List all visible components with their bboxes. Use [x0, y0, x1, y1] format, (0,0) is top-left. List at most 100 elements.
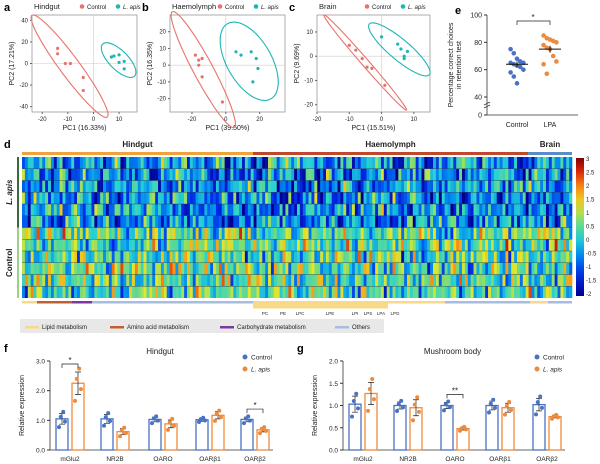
heatmap-cell: [389, 286, 393, 298]
heatmap-cell: [525, 262, 529, 275]
heatmap-cell: [244, 168, 249, 181]
heatmap-cell: [103, 251, 107, 263]
heatmap-cell: [62, 168, 66, 181]
heatmap-cell: [496, 251, 500, 263]
heatmap-cell: [519, 215, 524, 228]
heatmap-cell: [221, 204, 225, 216]
heatmap-cell: [415, 227, 419, 240]
heatmap-cell: [94, 262, 98, 275]
heatmap-cell: [430, 180, 434, 193]
heatmap-cell: [430, 192, 434, 204]
heatmap-cell: [308, 215, 312, 228]
heatmap-cell: [265, 239, 269, 251]
heatmap-cell: [464, 215, 469, 228]
heatmap-cell: [375, 168, 379, 181]
heatmap-cell: [114, 204, 118, 216]
heatmap-cell: [372, 274, 376, 287]
heatmap-cell: [378, 168, 382, 181]
heatmap-cell: [111, 274, 115, 287]
heatmap-cell: [490, 168, 495, 181]
heatmap-cell: [155, 168, 159, 181]
heatmap-cell: [398, 262, 402, 275]
heatmap-cell: [36, 274, 40, 287]
heatmap-cell: [409, 168, 414, 181]
heatmap-cell: [395, 215, 399, 228]
heatmap-cell: [534, 286, 538, 298]
data-point: [399, 398, 404, 403]
heatmap-cell: [285, 168, 289, 181]
heatmap-cell: [493, 251, 498, 263]
heatmap-cell: [137, 180, 141, 193]
heatmap-cell: [120, 239, 124, 251]
data-point: [411, 418, 415, 423]
heatmap-cell: [404, 215, 408, 228]
heatmap-cell: [505, 215, 509, 228]
heatmap-cell: [262, 157, 266, 169]
heatmap-cell: [369, 192, 373, 204]
y-tick-label: 2.0: [36, 388, 45, 395]
heatmap-cell: [352, 251, 356, 263]
heatmap-cell: [204, 251, 208, 263]
heatmap-cell: [354, 239, 359, 251]
heatmap-cell: [94, 192, 98, 204]
heatmap-cell: [166, 157, 170, 169]
heatmap-cell: [79, 215, 84, 228]
heatmap-cell: [221, 192, 225, 204]
heatmap-cell: [221, 157, 225, 169]
heatmap-cell: [323, 239, 327, 251]
heatmap-cell: [111, 262, 115, 275]
heatmap-cell: [184, 262, 188, 275]
category-legend-box: [20, 319, 384, 333]
heatmap-cell: [297, 204, 301, 216]
x-tick-label: mGlu2: [353, 456, 373, 463]
heatmap-cell: [91, 274, 95, 287]
heatmap-cell: [323, 262, 327, 275]
heatmap-cell: [369, 227, 373, 240]
heatmap-cell: [294, 157, 298, 169]
heatmap-cell: [334, 215, 338, 228]
heatmap-cell: [97, 227, 101, 240]
heatmap-cell: [187, 192, 191, 204]
heatmap-cell: [354, 180, 359, 193]
heatmap-cell: [158, 262, 162, 275]
heatmap-cell: [537, 274, 541, 287]
heatmap-cell: [126, 192, 130, 204]
heatmap-cell: [273, 262, 278, 275]
heatmap-cell: [511, 239, 515, 251]
heatmap-cell: [236, 286, 240, 298]
heatmap-cell: [317, 286, 321, 298]
heatmap-cell: [108, 168, 113, 181]
heatmap-cell: [24, 251, 29, 263]
heatmap-cell: [517, 180, 521, 193]
heatmap-cell: [50, 192, 55, 204]
heatmap-cell: [123, 227, 127, 240]
heatmap-cell: [470, 274, 474, 287]
heatmap-cell: [470, 157, 474, 169]
heatmap-cell: [459, 286, 463, 298]
heatmap-cell: [126, 227, 130, 240]
heatmap-cell: [22, 227, 26, 240]
data-point: [122, 67, 126, 71]
heatmap-cell: [514, 180, 518, 193]
heatmap-cell: [467, 239, 471, 251]
heatmap-cell: [33, 227, 37, 240]
heatmap-cell: [53, 192, 58, 204]
heatmap-cell: [158, 192, 162, 204]
heatmap-cell: [352, 192, 356, 204]
heatmap-cell: [100, 157, 104, 169]
heatmap-cell: [279, 239, 283, 251]
heatmap-cell: [438, 168, 443, 181]
heatmap-cell: [126, 251, 130, 263]
heatmap-cell: [430, 168, 434, 181]
heatmap-cell: [482, 192, 486, 204]
heatmap-cell: [462, 274, 466, 287]
heatmap-cell: [244, 204, 249, 216]
panel-letter-e: e: [455, 5, 461, 17]
heatmap-cell: [378, 251, 382, 263]
heatmap-cell: [566, 262, 570, 275]
heatmap-cell: [569, 239, 573, 251]
heatmap-cell: [39, 204, 43, 216]
heatmap-cell: [187, 168, 191, 181]
heatmap-cell: [262, 168, 266, 181]
legend-lapis-label: L. apis: [123, 5, 141, 11]
